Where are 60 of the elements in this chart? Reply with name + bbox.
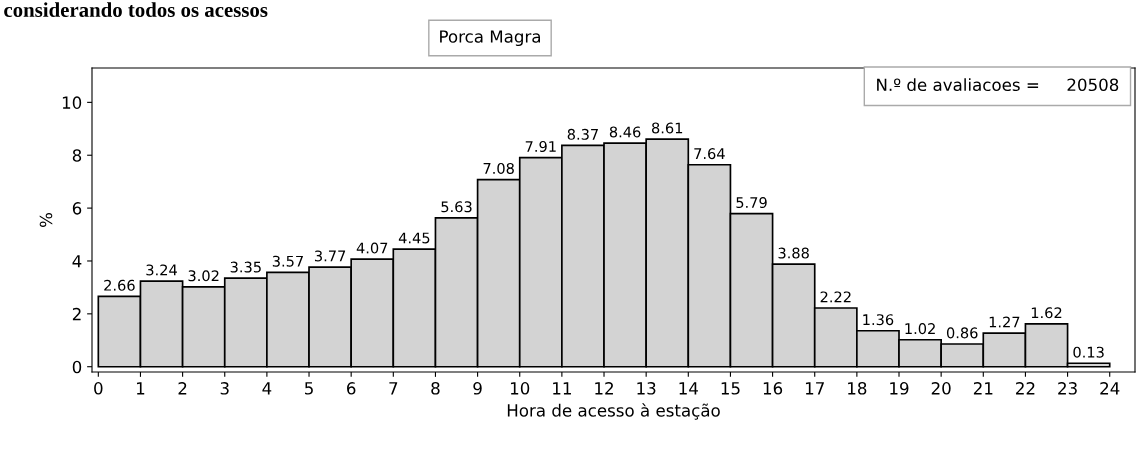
y-tick-label: 0 [72,360,82,374]
x-axis-title: Hora de acesso à estação [507,403,720,420]
y-tick-label: 10 [62,96,82,109]
x-tick-label: 17 [805,382,824,395]
data-label: 7.64 [694,148,725,160]
data-label: 8.61 [651,122,683,134]
x-tick-label: 12 [595,382,613,395]
x-tick-label: 16 [763,382,783,395]
x-tick-label: 1 [136,382,145,395]
data-label: 1.27 [989,316,1020,328]
y-tick-label: 2 [72,307,81,321]
data-label: 2.22 [820,291,851,303]
data-label: 1.36 [863,314,894,326]
data-label: 8.37 [567,128,598,140]
chart-subtitle: Porca Magra [440,30,540,47]
data-label: 3.24 [146,264,177,276]
data-label: 0.13 [1073,346,1104,358]
y-tick-label: 6 [72,202,82,215]
x-tick-label: 6 [347,382,356,395]
data-label: 3.88 [778,247,809,259]
data-label: 2.66 [104,279,135,291]
data-label: 0.86 [946,327,978,339]
x-tick-label: 4 [262,382,272,395]
x-tick-label: 14 [679,382,698,395]
data-label: 4.07 [356,242,388,254]
x-tick-label: 21 [973,382,993,395]
x-tick-label: 5 [305,382,313,395]
x-tick-label: 20 [931,382,951,395]
x-tick-label: 24 [1100,382,1120,395]
x-tick-label: 11 [553,382,571,395]
data-label: 3.77 [314,250,346,262]
y-axis-title: % [39,213,53,227]
x-tick-label: 19 [890,382,909,395]
x-tick-label: 13 [637,382,656,395]
data-label: 8.46 [609,126,641,138]
x-tick-label: 10 [510,382,530,395]
data-label: 5.63 [441,201,472,213]
data-label: 3.35 [230,261,261,273]
x-tick-label: 9 [473,382,482,395]
annotation: N.º de avaliacoes = 20508 [877,78,1119,92]
data-label: 1.02 [905,323,935,335]
data-label: 7.08 [483,162,514,174]
data-label: 4.45 [398,232,430,244]
x-tick-label: 18 [848,382,867,395]
data-label: 1.62 [1031,307,1062,319]
data-label: 3.02 [188,270,219,282]
x-tick-label: 15 [721,382,740,395]
data-label: 3.57 [272,255,303,267]
x-tick-label: 0 [94,382,103,395]
x-tick-label: 7 [389,382,398,395]
x-tick-label: 23 [1058,382,1077,395]
x-tick-label: 2 [178,382,187,395]
x-tick-label: 3 [220,382,229,395]
x-tick-label: 22 [1016,382,1035,395]
data-label: 7.91 [525,140,556,153]
x-tick-label: 8 [431,382,440,395]
data-label: 5.79 [736,197,767,209]
chart-title: considerando todos os acessos [4,2,268,17]
y-tick-label: 4 [72,255,82,268]
y-tick-label: 8 [72,149,82,162]
